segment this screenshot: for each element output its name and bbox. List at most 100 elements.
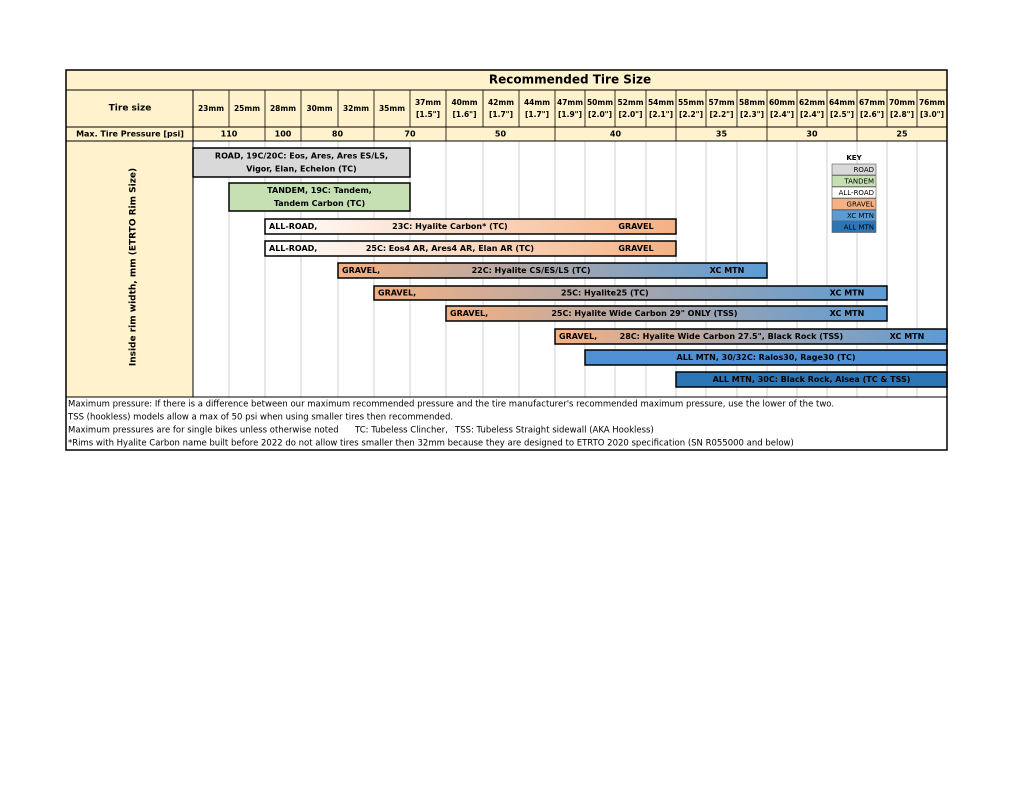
bar-center: ALL MTN, 30C: Black Rock, Alsea (TC & TS… (713, 375, 911, 384)
column-size: 37mm (415, 98, 441, 107)
column-size: 32mm (343, 104, 369, 113)
column-inch: [2.4"] (770, 110, 794, 119)
pressure-value: 80 (332, 130, 344, 139)
column-size: 50mm (587, 98, 613, 107)
column-size: 35mm (379, 104, 405, 113)
column-inch: [2.2"] (709, 110, 733, 119)
note: TSS: Tubeless Straight sidewall (AKA Hoo… (454, 426, 654, 436)
column-inch: [2.5"] (830, 110, 854, 119)
key-swatch (831, 186, 877, 199)
pressure-value: 25 (896, 130, 908, 139)
column-size: 23mm (198, 104, 224, 113)
bar-left: GRAVEL, (450, 309, 488, 318)
key-item: XC MTN (847, 212, 874, 220)
note: Maximum pressure: If there is a differen… (68, 400, 834, 410)
table-border (65, 69, 948, 451)
column-inch: [3.0"] (920, 110, 944, 119)
bar (264, 240, 677, 257)
bar-left: GRAVEL, (342, 266, 380, 275)
bar-center: 22C: Hyalite CS/ES/LS (TC) (472, 266, 591, 275)
bar-left: ALL-ROAD, (269, 222, 317, 231)
bar-label: Vigor, Elan, Echelon (TC) (246, 165, 356, 174)
key-item: GRAVEL (847, 201, 875, 209)
bar-right: GRAVEL (618, 222, 653, 231)
bar (445, 305, 888, 322)
column-size: 67mm (859, 98, 885, 107)
key-swatch (831, 175, 877, 187)
key-item: ALL-ROAD (839, 189, 874, 197)
pressure-value: 35 (716, 130, 728, 139)
bar-label: ROAD, 19C/20C: Eos, Ares, Ares ES/LS, (215, 152, 388, 161)
column-inch: [2.0"] (588, 110, 612, 119)
column-size: 40mm (451, 98, 477, 107)
bar (337, 262, 768, 279)
bar (228, 182, 411, 212)
column-inch: [2.3"] (740, 110, 764, 119)
column-size: 54mm (648, 98, 674, 107)
key-swatch (831, 209, 877, 222)
column-size: 44mm (524, 98, 550, 107)
bar-right: XC MTN (890, 332, 925, 341)
column-inch: [2.0"] (618, 110, 642, 119)
bar-center: 25C: Eos4 AR, Ares4 AR, Elan AR (TC) (366, 244, 534, 253)
key-item: ROAD (854, 166, 874, 174)
column-size: 76mm (919, 98, 945, 107)
key-title: KEY (846, 154, 862, 162)
column-size: 47mm (557, 98, 583, 107)
pressure-value: 30 (806, 130, 818, 139)
key-item: ALL MTN (844, 224, 874, 232)
column-inch: [2.2"] (679, 110, 703, 119)
key-swatch (831, 198, 877, 210)
pressure-value: 110 (221, 130, 238, 139)
bar (373, 285, 888, 301)
column-inch: [2.1"] (649, 110, 673, 119)
bar-center: 25C: Hyalite25 (TC) (561, 289, 649, 298)
bar-left: GRAVEL, (378, 289, 416, 298)
bar-left: ALL-ROAD, (269, 244, 317, 253)
note: TSS (hookless) models allow a max of 50 … (67, 413, 453, 423)
column-size: 57mm (708, 98, 734, 107)
header-label: Tire size (109, 104, 152, 114)
bar-left: GRAVEL, (559, 332, 597, 341)
column-size: 30mm (306, 104, 332, 113)
pressure-value: 50 (495, 130, 507, 139)
column-inch: [1.7"] (489, 110, 513, 119)
note: *Rims with Hyalite Carbon name built bef… (68, 439, 794, 449)
note: TC: Tubeless Clincher, (354, 426, 448, 436)
bar-center: 28C: Hyalite Wide Carbon 27.5", Black Ro… (620, 332, 844, 341)
note: Maximum pressures are for single bikes u… (68, 426, 339, 436)
bar-right: XC MTN (830, 309, 865, 318)
pressure-value: 70 (404, 130, 416, 139)
column-inch: [1.9"] (558, 110, 582, 119)
bar-right: XC MTN (830, 289, 865, 298)
column-inch: [2.6"] (860, 110, 884, 119)
bar-center: 25C: Hyalite Wide Carbon 29" ONLY (TSS) (551, 309, 737, 318)
pressure-value: 40 (610, 130, 622, 139)
bar-center: 23C: Hyalite Carbon* (TC) (392, 222, 508, 231)
bar-right: XC MTN (710, 266, 745, 275)
bar-label: Tandem Carbon (TC) (274, 199, 365, 208)
column-inch: [2.8"] (890, 110, 914, 119)
column-inch: [1.7"] (525, 110, 549, 119)
column-size: 62mm (799, 98, 825, 107)
column-size: 58mm (739, 98, 765, 107)
column-size: 52mm (617, 98, 643, 107)
column-size: 70mm (889, 98, 915, 107)
pressure-label: Max. Tire Pressure [psi] (76, 130, 184, 139)
column-size: 25mm (234, 104, 260, 113)
bar-right: GRAVEL (618, 244, 653, 253)
bar (264, 218, 677, 235)
column-inch: [1.6"] (452, 110, 476, 119)
column-size: 55mm (678, 98, 704, 107)
bar-center: ALL MTN, 30/32C: Ralos30, Rage30 (TC) (677, 353, 856, 362)
key-item: TANDEM (843, 178, 874, 186)
column-inch: [2.4"] (800, 110, 824, 119)
bar-label: TANDEM, 19C: Tandem, (267, 186, 372, 195)
key-swatch (831, 163, 877, 176)
column-size: 42mm (488, 98, 514, 107)
column-size: 28mm (270, 104, 296, 113)
column-size: 60mm (769, 98, 795, 107)
title: Recommended Tire Size (489, 73, 651, 87)
column-size: 64mm (829, 98, 855, 107)
